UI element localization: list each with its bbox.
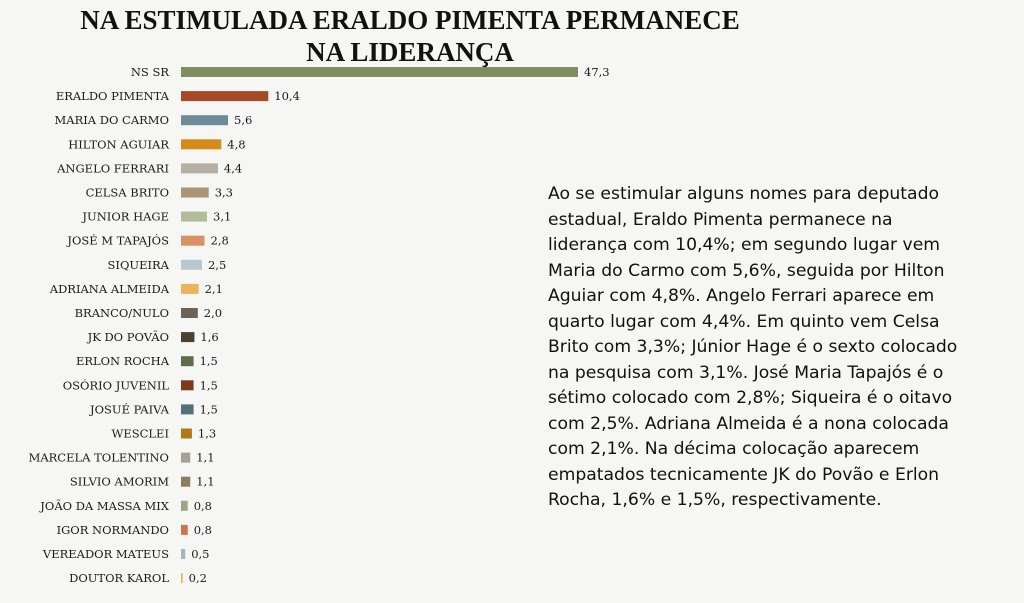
data-label: 2,5 xyxy=(208,258,226,272)
category-label: CELSA BRITO xyxy=(86,186,169,200)
bar xyxy=(181,91,269,102)
bar xyxy=(181,332,195,343)
category-label: IGOR NORMANDO xyxy=(57,523,169,537)
data-label: 0,2 xyxy=(189,571,207,585)
data-label: 0,8 xyxy=(194,499,212,513)
data-label: 1,6 xyxy=(200,330,218,344)
bar xyxy=(181,259,202,270)
bar xyxy=(181,163,218,174)
chart-title: NA ESTIMULADA ERALDO PIMENTA PERMANECE N… xyxy=(80,5,740,67)
category-label: JK DO POVÃO xyxy=(87,330,169,344)
data-label: 10,4 xyxy=(274,89,300,103)
data-label: 1,5 xyxy=(200,378,218,392)
bar xyxy=(181,524,188,535)
bar xyxy=(181,452,191,463)
data-label: 1,5 xyxy=(200,402,218,416)
bar xyxy=(181,308,198,318)
data-label: 2,1 xyxy=(205,282,223,296)
category-label: VEREADOR MATEUS xyxy=(42,547,169,561)
category-label: SILVIO AMORIM xyxy=(70,475,169,489)
bar xyxy=(181,139,222,150)
category-label: BRANCO/NULO xyxy=(75,306,169,320)
category-label: JOSUÉ PAIVA xyxy=(89,402,170,416)
bar xyxy=(181,356,194,367)
description-text: Ao se estimular alguns nomes para deputa… xyxy=(548,184,958,510)
category-label: ERALDO PIMENTA xyxy=(56,89,170,103)
bar xyxy=(181,476,191,487)
data-label: 2,0 xyxy=(204,306,222,320)
bar xyxy=(181,549,186,559)
bar xyxy=(181,404,194,415)
category-label: ERLON ROCHA xyxy=(76,354,170,368)
category-label: WESCLEI xyxy=(112,427,169,441)
data-label: 2,8 xyxy=(211,234,229,248)
category-label: DOUTOR KAROL xyxy=(69,571,169,585)
category-label: MARIA DO CARMO xyxy=(54,113,169,127)
data-label: 5,6 xyxy=(234,113,252,127)
bar xyxy=(181,187,209,198)
bar xyxy=(181,380,194,391)
data-label: 4,8 xyxy=(227,137,245,151)
category-label: MARCELA TOLENTINO xyxy=(29,451,169,465)
bar xyxy=(181,67,578,77)
data-label: 1,1 xyxy=(196,475,214,489)
data-label: 0,8 xyxy=(194,523,212,537)
bar xyxy=(181,573,183,584)
category-label: JOSÉ M TAPAJÓS xyxy=(66,234,169,248)
data-label: 0,5 xyxy=(191,547,209,561)
bar xyxy=(181,115,229,126)
data-label: 1,1 xyxy=(196,451,214,465)
data-label: 47,3 xyxy=(584,65,610,79)
category-label: SIQUEIRA xyxy=(108,258,170,272)
bar xyxy=(181,235,205,246)
category-label: JUNIOR HAGE xyxy=(81,210,169,224)
data-label: 3,3 xyxy=(215,186,233,200)
category-label: OSÓRIO JUVENIL xyxy=(63,378,170,392)
category-label: JOÃO DA MASSA MIX xyxy=(39,499,170,513)
bar xyxy=(181,283,199,294)
data-label: 4,4 xyxy=(224,161,242,175)
bar xyxy=(181,211,208,222)
data-label: 3,1 xyxy=(213,210,231,224)
category-label: ANGELO FERRARI xyxy=(56,161,169,175)
category-label: HILTON AGUIAR xyxy=(68,137,169,151)
category-label: ADRIANA ALMEIDA xyxy=(49,282,170,296)
category-label: NS SR xyxy=(131,65,169,79)
data-label: 1,5 xyxy=(200,354,218,368)
bar xyxy=(181,500,188,511)
data-label: 1,3 xyxy=(198,427,216,441)
bar xyxy=(181,428,192,439)
